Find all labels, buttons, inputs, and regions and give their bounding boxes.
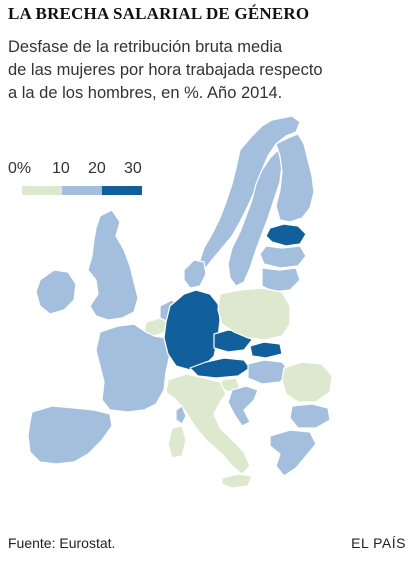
legend-tick-10: 10 [52, 160, 70, 177]
region-latvia [259, 245, 307, 269]
region-slovakia [249, 341, 283, 359]
region-estonia [265, 223, 307, 247]
legend-ticks: 0% 10 20 30 [8, 160, 158, 182]
legend: 0% 10 20 30 [8, 160, 158, 200]
region-finland [275, 133, 315, 223]
region-romania [281, 361, 333, 403]
legend-swatch-low [22, 186, 62, 195]
chart-subtitle: Desfase de la retribución bruta media de… [8, 36, 408, 105]
legend-swatch-high [102, 186, 142, 195]
subtitle-line-3: a la de los hombres, en %. Año 2014. [8, 84, 283, 102]
europe-map [27, 115, 333, 489]
region-greece [269, 429, 317, 477]
region-bulgaria [289, 403, 331, 429]
legend-tick-0: 0% [8, 160, 32, 177]
region-ireland [35, 269, 77, 315]
subtitle-line-2: de las mujeres por hora trabajada respec… [8, 61, 323, 79]
region-corsica [175, 405, 187, 425]
region-croatia [227, 385, 259, 427]
region-united-kingdom [87, 209, 139, 321]
region-france [95, 323, 171, 413]
chart-title: LA BRECHA SALARIAL DE GÉNERO [8, 4, 310, 23]
region-denmark [183, 259, 207, 289]
region-italy [165, 373, 251, 475]
region-sicily [221, 473, 253, 489]
source-note: Fuente: Eurostat. [8, 535, 116, 551]
brand-label: EL PAÍS [351, 535, 406, 551]
region-norway [199, 115, 301, 271]
region-sardinia [167, 425, 187, 459]
region-germany [163, 289, 221, 371]
legend-tick-30: 30 [124, 160, 142, 177]
subtitle-line-1: Desfase de la retribución bruta media [8, 38, 283, 56]
legend-swatch-mid [62, 186, 102, 195]
region-lithuania [261, 267, 301, 293]
region-portugal-spain [27, 405, 113, 465]
legend-tick-20: 20 [88, 160, 106, 177]
region-poland [217, 287, 291, 341]
